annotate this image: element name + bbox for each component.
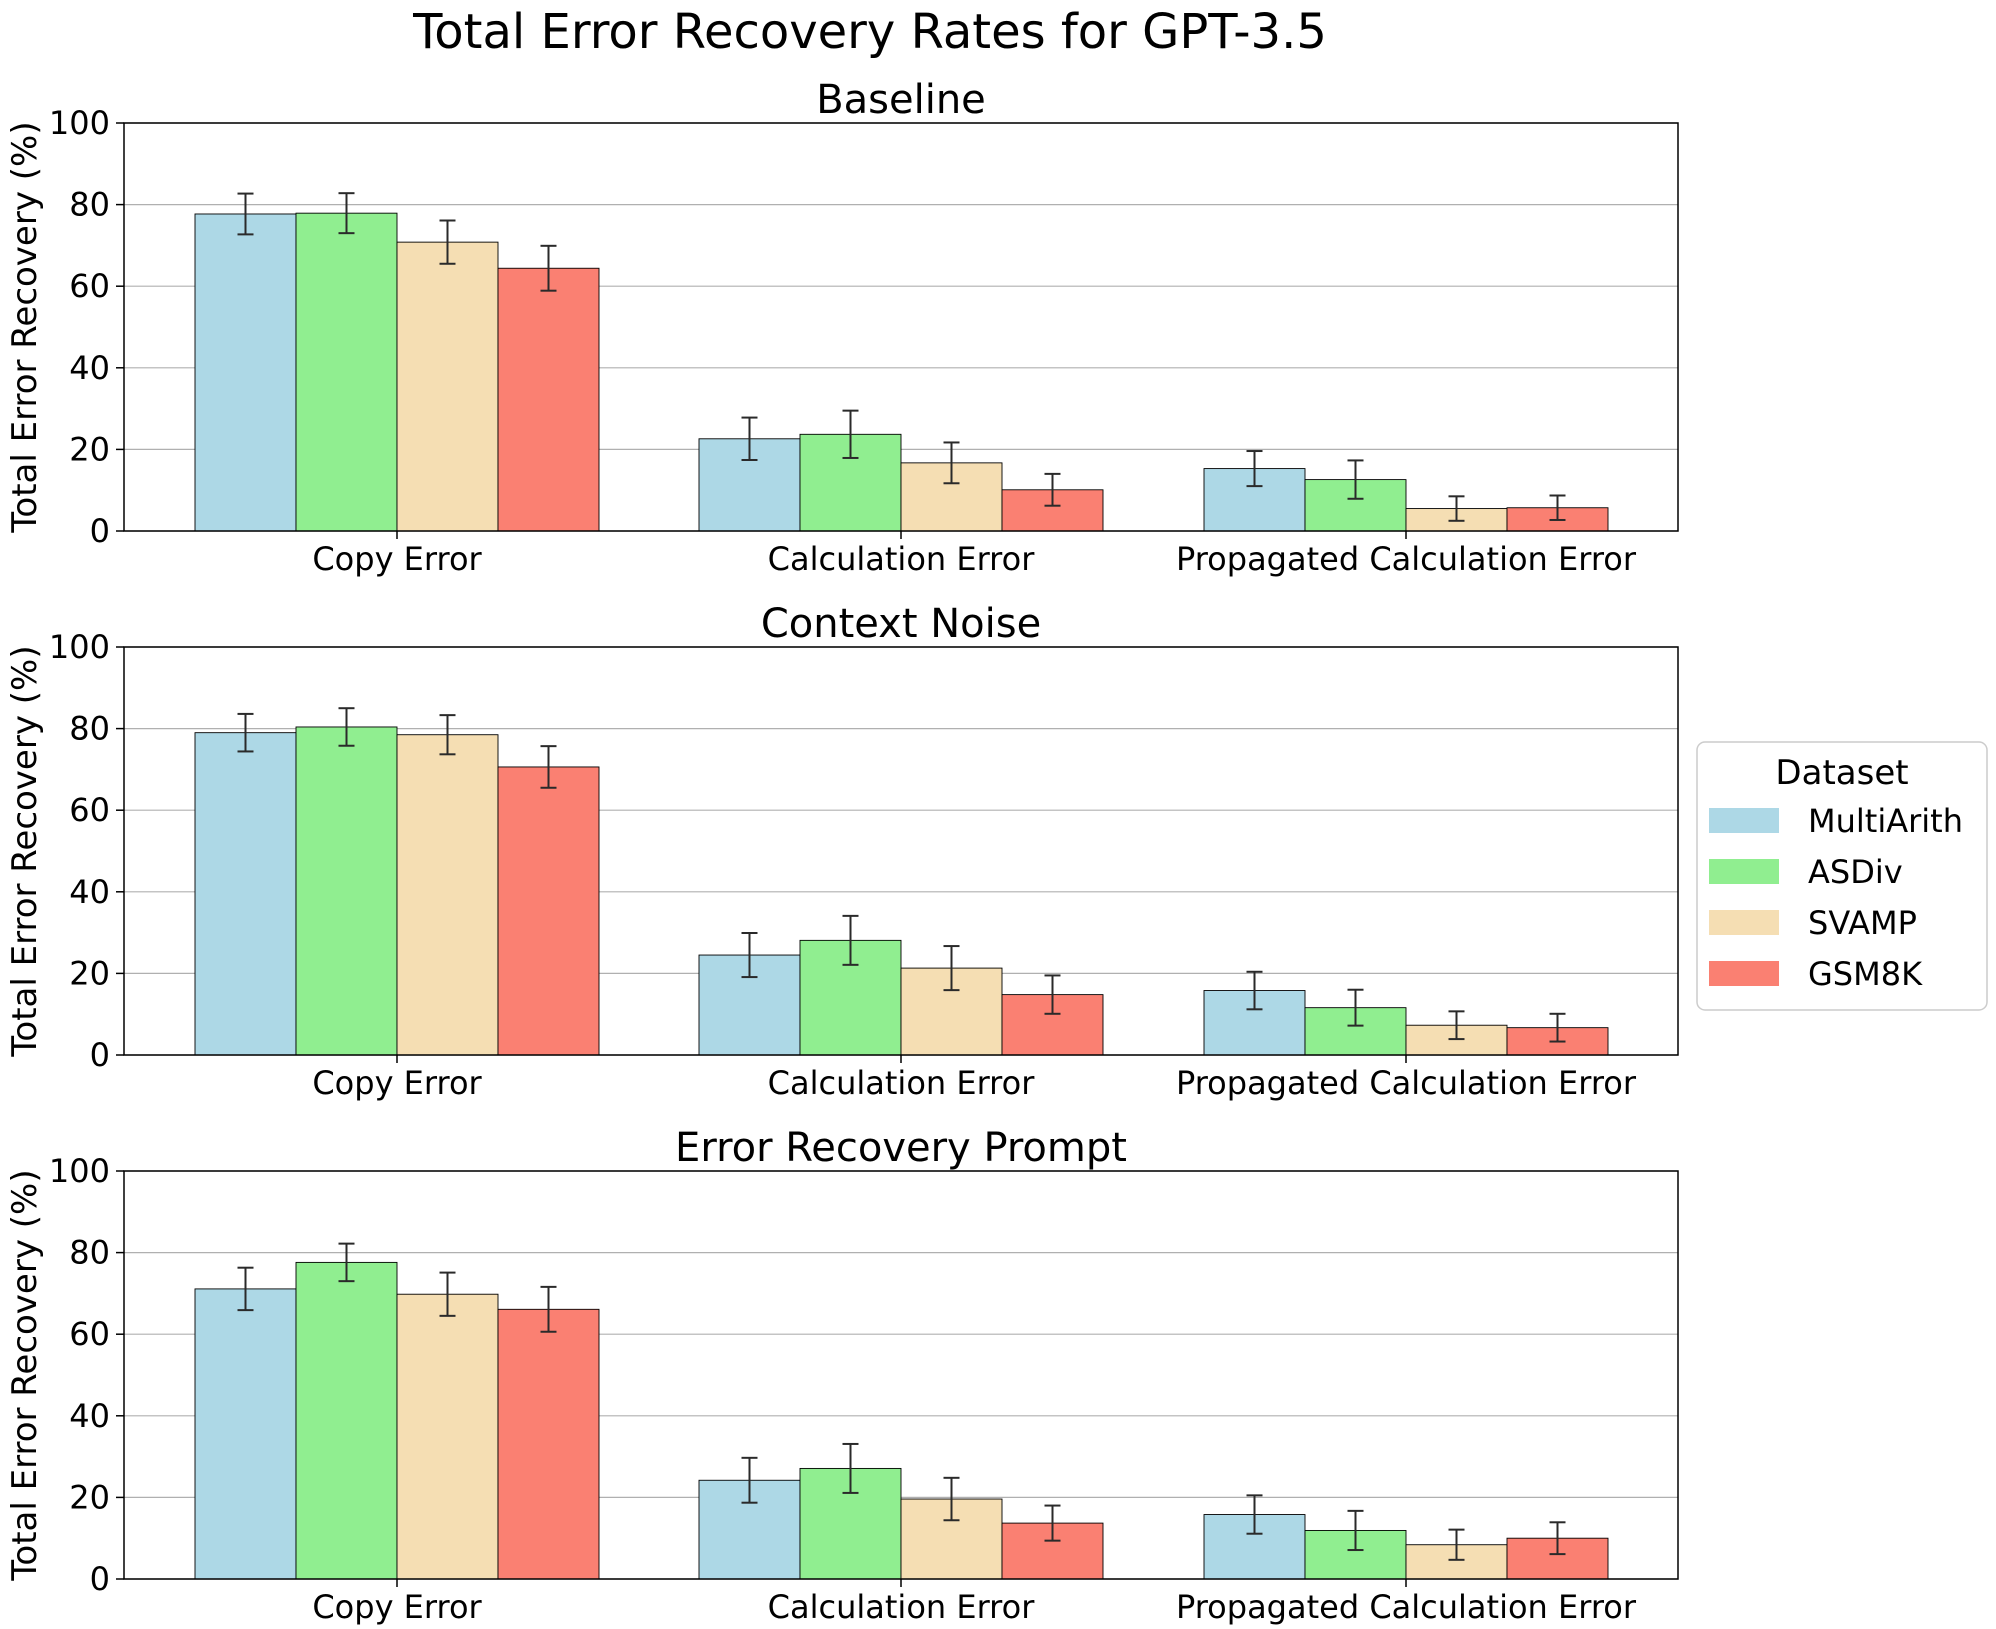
panel-title: Context Noise: [761, 601, 1041, 647]
x-tick-label: Propagated Calculation Error: [1176, 1064, 1637, 1102]
y-tick-label: 40: [69, 1397, 110, 1435]
bar-multiarith-copy-error: [194, 213, 297, 532]
error-bar: [1549, 1012, 1566, 1043]
error-bar: [842, 409, 859, 459]
error-bar: [540, 1285, 557, 1333]
x-tick-label: Copy Error: [312, 1064, 482, 1102]
error-bar: [1448, 495, 1465, 522]
error-bar: [439, 219, 456, 265]
bar-multiarith-copy-error: [194, 732, 297, 1056]
y-tick-label: 40: [69, 873, 110, 911]
panel-error-recovery-prompt: Error Recovery Prompt 0 20 40 60 80 100 Copy Er…: [5, 1125, 1679, 1626]
error-bar: [338, 192, 355, 235]
y-tick-label: 80: [69, 186, 110, 224]
legend-label-multiarith: MultiArith: [1808, 802, 1963, 840]
error-bar: [237, 712, 254, 753]
legend: Dataset MultiArith ASDiv SVAMP GSM8K: [1696, 741, 1988, 1011]
error-bar: [1448, 1528, 1465, 1561]
error-bar: [1549, 494, 1566, 521]
y-tick-label: 60: [69, 791, 110, 829]
error-bar: [741, 1456, 758, 1504]
y-tick-label: 80: [69, 710, 110, 748]
legend-title: Dataset: [1775, 753, 1908, 793]
legend-swatch-gsm8k: [1709, 961, 1779, 986]
error-bar: [1347, 1509, 1364, 1552]
y-tick-label: 100: [49, 628, 110, 666]
error-bar: [943, 441, 960, 485]
panel-title: Error Recovery Prompt: [675, 1125, 1127, 1171]
x-tick-label: Propagated Calculation Error: [1176, 540, 1637, 578]
y-tick-label: 40: [69, 349, 110, 387]
bar-gsm8k-copy-error: [497, 267, 600, 532]
y-tick-label: 0: [90, 1036, 110, 1074]
y-axis-label: Total Error Recovery (%): [5, 1169, 45, 1581]
bar-svamp-copy-error: [396, 734, 499, 1056]
bar-multiarith-copy-error: [194, 1288, 297, 1580]
bar-asdiv-copy-error: [295, 726, 398, 1056]
bar-gsm8k-copy-error: [497, 766, 600, 1056]
error-bar: [338, 1242, 355, 1283]
y-tick-label: 100: [49, 1152, 110, 1190]
panel-title: Baseline: [816, 77, 986, 123]
error-bar: [1347, 459, 1364, 500]
error-bar: [1347, 988, 1364, 1027]
panel-context-noise: Context Noise 0 20 40 60 80 100 Copy Error Calcu…: [5, 601, 1679, 1102]
bar-gsm8k-calculation-error: [1001, 994, 1104, 1056]
legend-label-gsm8k: GSM8K: [1808, 955, 1923, 993]
error-bar: [540, 244, 557, 292]
bar-svamp-copy-error: [396, 241, 499, 532]
panel-baseline: Baseline 0 20 40 60 80 100 Copy Error Calculatio…: [5, 77, 1679, 578]
y-tick-label: 100: [49, 104, 110, 142]
error-bar: [237, 192, 254, 236]
y-tick-label: 20: [69, 954, 110, 992]
y-tick-label: 80: [69, 1234, 110, 1272]
bar-asdiv-copy-error: [295, 212, 398, 532]
legend-label-svamp: SVAMP: [1808, 904, 1917, 942]
error-bar: [1549, 1521, 1566, 1556]
x-tick-label: Copy Error: [312, 540, 482, 578]
x-tick-label: Calculation Error: [768, 1588, 1036, 1626]
y-tick-label: 20: [69, 430, 110, 468]
legend-swatch-asdiv: [1709, 859, 1779, 884]
error-bar: [1044, 472, 1061, 507]
y-tick-label: 20: [69, 1478, 110, 1516]
error-bar: [741, 416, 758, 462]
y-axis-label: Total Error Recovery (%): [5, 645, 45, 1057]
error-bar: [1246, 450, 1263, 488]
legend-swatch-svamp: [1709, 910, 1779, 935]
y-axis-label: Total Error Recovery (%): [5, 121, 45, 533]
y-tick-label: 0: [90, 1560, 110, 1598]
x-tick-label: Calculation Error: [768, 540, 1036, 578]
y-tick-label: 60: [69, 267, 110, 305]
error-bar: [439, 714, 456, 756]
error-bar: [1448, 1010, 1465, 1041]
legend-swatch-multiarith: [1709, 808, 1779, 833]
error-bar: [943, 1476, 960, 1522]
bar-gsm8k-copy-error: [497, 1308, 600, 1580]
error-bar: [943, 945, 960, 992]
x-tick-label: Copy Error: [312, 1588, 482, 1626]
bar-asdiv-copy-error: [295, 1261, 398, 1580]
error-bar: [1246, 1494, 1263, 1535]
x-tick-label: Propagated Calculation Error: [1176, 1588, 1637, 1626]
x-tick-label: Calculation Error: [768, 1064, 1036, 1102]
error-bar: [1044, 974, 1061, 1015]
error-bar: [237, 1266, 254, 1312]
y-tick-label: 60: [69, 1315, 110, 1353]
error-bar: [842, 914, 859, 966]
chart-title: Total Error Recovery Rates for GPT-3.5: [412, 4, 1327, 60]
bar-svamp-copy-error: [396, 1293, 499, 1580]
error-bar: [439, 1271, 456, 1317]
error-bar: [338, 707, 355, 747]
error-bar: [1044, 1504, 1061, 1542]
error-bar: [741, 932, 758, 979]
error-bar: [1246, 970, 1263, 1011]
error-bar: [842, 1442, 859, 1494]
y-tick-label: 0: [90, 512, 110, 550]
legend-label-asdiv: ASDiv: [1808, 853, 1903, 891]
error-bar: [540, 745, 557, 789]
